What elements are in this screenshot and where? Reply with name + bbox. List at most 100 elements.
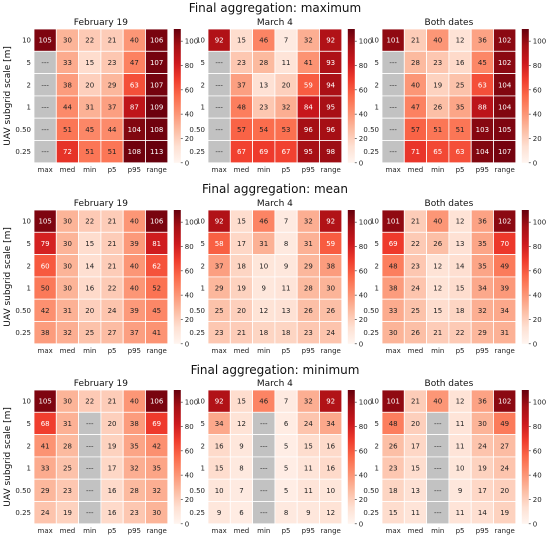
- cell-label: 87: [130, 104, 139, 112]
- cell-label: 46: [259, 37, 268, 45]
- cell-label: 19: [63, 509, 72, 517]
- cell-label: 16: [326, 465, 335, 473]
- cell-label: 34: [215, 420, 224, 428]
- cell-label: 40: [130, 398, 139, 406]
- cell-label: ---: [41, 126, 49, 134]
- cell-label: 9: [306, 509, 310, 517]
- cell-label: 25: [411, 307, 420, 315]
- column-tick-label: p5: [282, 166, 291, 174]
- colorbar-tick-label: 0: [533, 340, 537, 348]
- cell-label: 28: [259, 59, 268, 67]
- cell-label: 63: [130, 81, 139, 89]
- cell-label: 105: [38, 218, 51, 226]
- colorbar-tick-label: 0: [533, 159, 537, 167]
- cell-label: 19: [237, 285, 246, 293]
- cell-label: 15: [85, 240, 94, 248]
- cell-label: 49: [500, 420, 509, 428]
- cell-label: 107: [150, 59, 163, 67]
- cell-label: 10: [326, 487, 335, 495]
- column-tick-label: p95: [302, 527, 315, 535]
- cell-label: 7: [284, 37, 288, 45]
- row-tick-label: 0.50: [363, 487, 379, 495]
- cell-label: 19: [108, 442, 117, 450]
- row-tick-label: 2: [375, 81, 379, 89]
- cell-label: 102: [498, 398, 511, 406]
- cell-label: 101: [386, 398, 399, 406]
- column-tick-label: range: [146, 347, 166, 355]
- cell-label: 35: [152, 465, 161, 473]
- cell-label: ---: [215, 59, 223, 67]
- cell-label: 21: [433, 329, 442, 337]
- row-tick-label: 2: [27, 81, 31, 89]
- cell-label: 40: [433, 37, 442, 45]
- column-tick-label: p5: [108, 527, 117, 535]
- panel-title: February 19: [74, 379, 128, 389]
- cell-label: 31: [63, 420, 72, 428]
- column-tick-label: min: [83, 527, 96, 535]
- cell-label: ---: [260, 465, 268, 473]
- column-tick-label: med: [234, 347, 250, 355]
- cell-label: 36: [478, 398, 487, 406]
- cell-label: 20: [108, 420, 117, 428]
- colorbar-tick-label: 40: [359, 472, 368, 480]
- colorbar-tick-label: 80: [533, 62, 542, 70]
- cell-label: 32: [304, 218, 313, 226]
- cell-label: 15: [237, 37, 246, 45]
- cell-label: 18: [456, 307, 465, 315]
- colorbar-tick-label: 40: [533, 472, 542, 480]
- column-tick-label: p95: [128, 347, 141, 355]
- cell-label: 15: [237, 398, 246, 406]
- cell-label: 51: [85, 148, 94, 156]
- colorbar-tick-label: 0: [533, 520, 537, 528]
- column-tick-label: max: [38, 166, 53, 174]
- cell-label: 49: [500, 262, 509, 270]
- row-tick-label: 0.25: [189, 509, 205, 517]
- column-tick-label: p5: [108, 166, 117, 174]
- cell-label: 103: [476, 126, 489, 134]
- cell-label: 29: [41, 487, 50, 495]
- cell-label: 24: [326, 329, 335, 337]
- colorbar-tick-label: 20: [185, 496, 194, 504]
- cell-label: 41: [41, 442, 50, 450]
- cell-label: 38: [130, 420, 139, 428]
- row-tick-label: 5: [201, 59, 205, 67]
- cell-label: 29: [108, 81, 117, 89]
- cell-label: 15: [389, 509, 398, 517]
- cell-label: 30: [152, 509, 161, 517]
- cell-label: ---: [260, 487, 268, 495]
- column-tick-label: med: [408, 527, 424, 535]
- section-title: Final aggregation: minimum: [191, 363, 360, 377]
- cell-label: 12: [259, 307, 268, 315]
- column-tick-label: max: [212, 347, 227, 355]
- row-tick-label: 10: [22, 398, 31, 406]
- cell-label: 45: [85, 126, 94, 134]
- row-tick-label: 10: [196, 398, 205, 406]
- cell-label: 12: [326, 509, 335, 517]
- row-tick-label: 0.25: [363, 509, 379, 517]
- column-tick-label: range: [146, 166, 166, 174]
- colorbar-tick-label: 40: [359, 111, 368, 119]
- colorbar-tick-label: 0: [185, 159, 189, 167]
- colorbar-tick-label: 60: [533, 447, 542, 455]
- cell-label: 22: [85, 218, 94, 226]
- cell-label: ---: [434, 509, 442, 517]
- column-tick-label: min: [257, 166, 270, 174]
- cell-label: 21: [108, 240, 117, 248]
- cell-label: 30: [63, 240, 72, 248]
- colorbar-tick-label: 60: [359, 86, 368, 94]
- column-tick-label: range: [494, 527, 514, 535]
- cell-label: 14: [478, 509, 487, 517]
- row-tick-label: 2: [201, 262, 205, 270]
- cell-label: ---: [389, 81, 397, 89]
- row-tick-label: 1: [201, 465, 205, 473]
- cell-label: 30: [63, 218, 72, 226]
- cell-label: 62: [152, 262, 161, 270]
- row-tick-label: 5: [375, 59, 379, 67]
- cell-label: 21: [237, 329, 246, 337]
- cell-label: 92: [215, 218, 224, 226]
